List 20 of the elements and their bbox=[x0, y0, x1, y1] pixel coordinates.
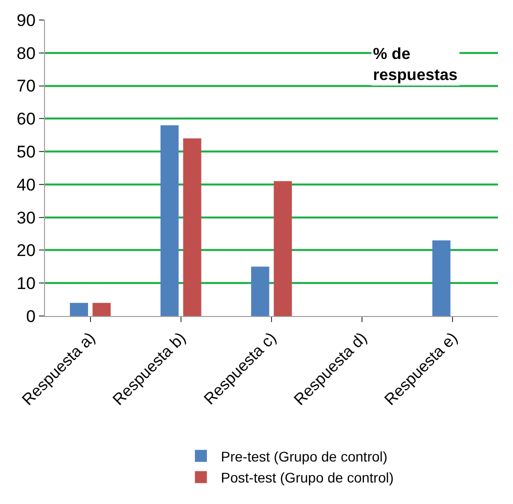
bar bbox=[183, 138, 202, 316]
bar bbox=[432, 240, 450, 316]
y-tick-label: 10 bbox=[16, 274, 36, 294]
bar bbox=[251, 266, 270, 316]
legend-label: Post-test (Grupo de control) bbox=[220, 470, 394, 486]
legend-label: Pre-test (Grupo de control) bbox=[220, 448, 388, 464]
y-tick-label: 0 bbox=[26, 306, 36, 326]
y-tick-label: 60 bbox=[16, 110, 36, 129]
y-tick-label: 70 bbox=[16, 76, 36, 96]
y-tick-label: 80 bbox=[16, 44, 36, 63]
y-tick-label: 50 bbox=[16, 142, 36, 162]
bar bbox=[274, 181, 292, 316]
y-tick-label: 20 bbox=[16, 241, 36, 260]
bar bbox=[92, 302, 111, 316]
annotation: % de respuestas bbox=[373, 46, 458, 84]
bar bbox=[160, 125, 179, 316]
y-tick-label: 30 bbox=[16, 208, 36, 228]
y-tick-label: 90 bbox=[16, 10, 36, 30]
bar bbox=[70, 302, 88, 316]
y-tick-label: 40 bbox=[16, 175, 36, 194]
